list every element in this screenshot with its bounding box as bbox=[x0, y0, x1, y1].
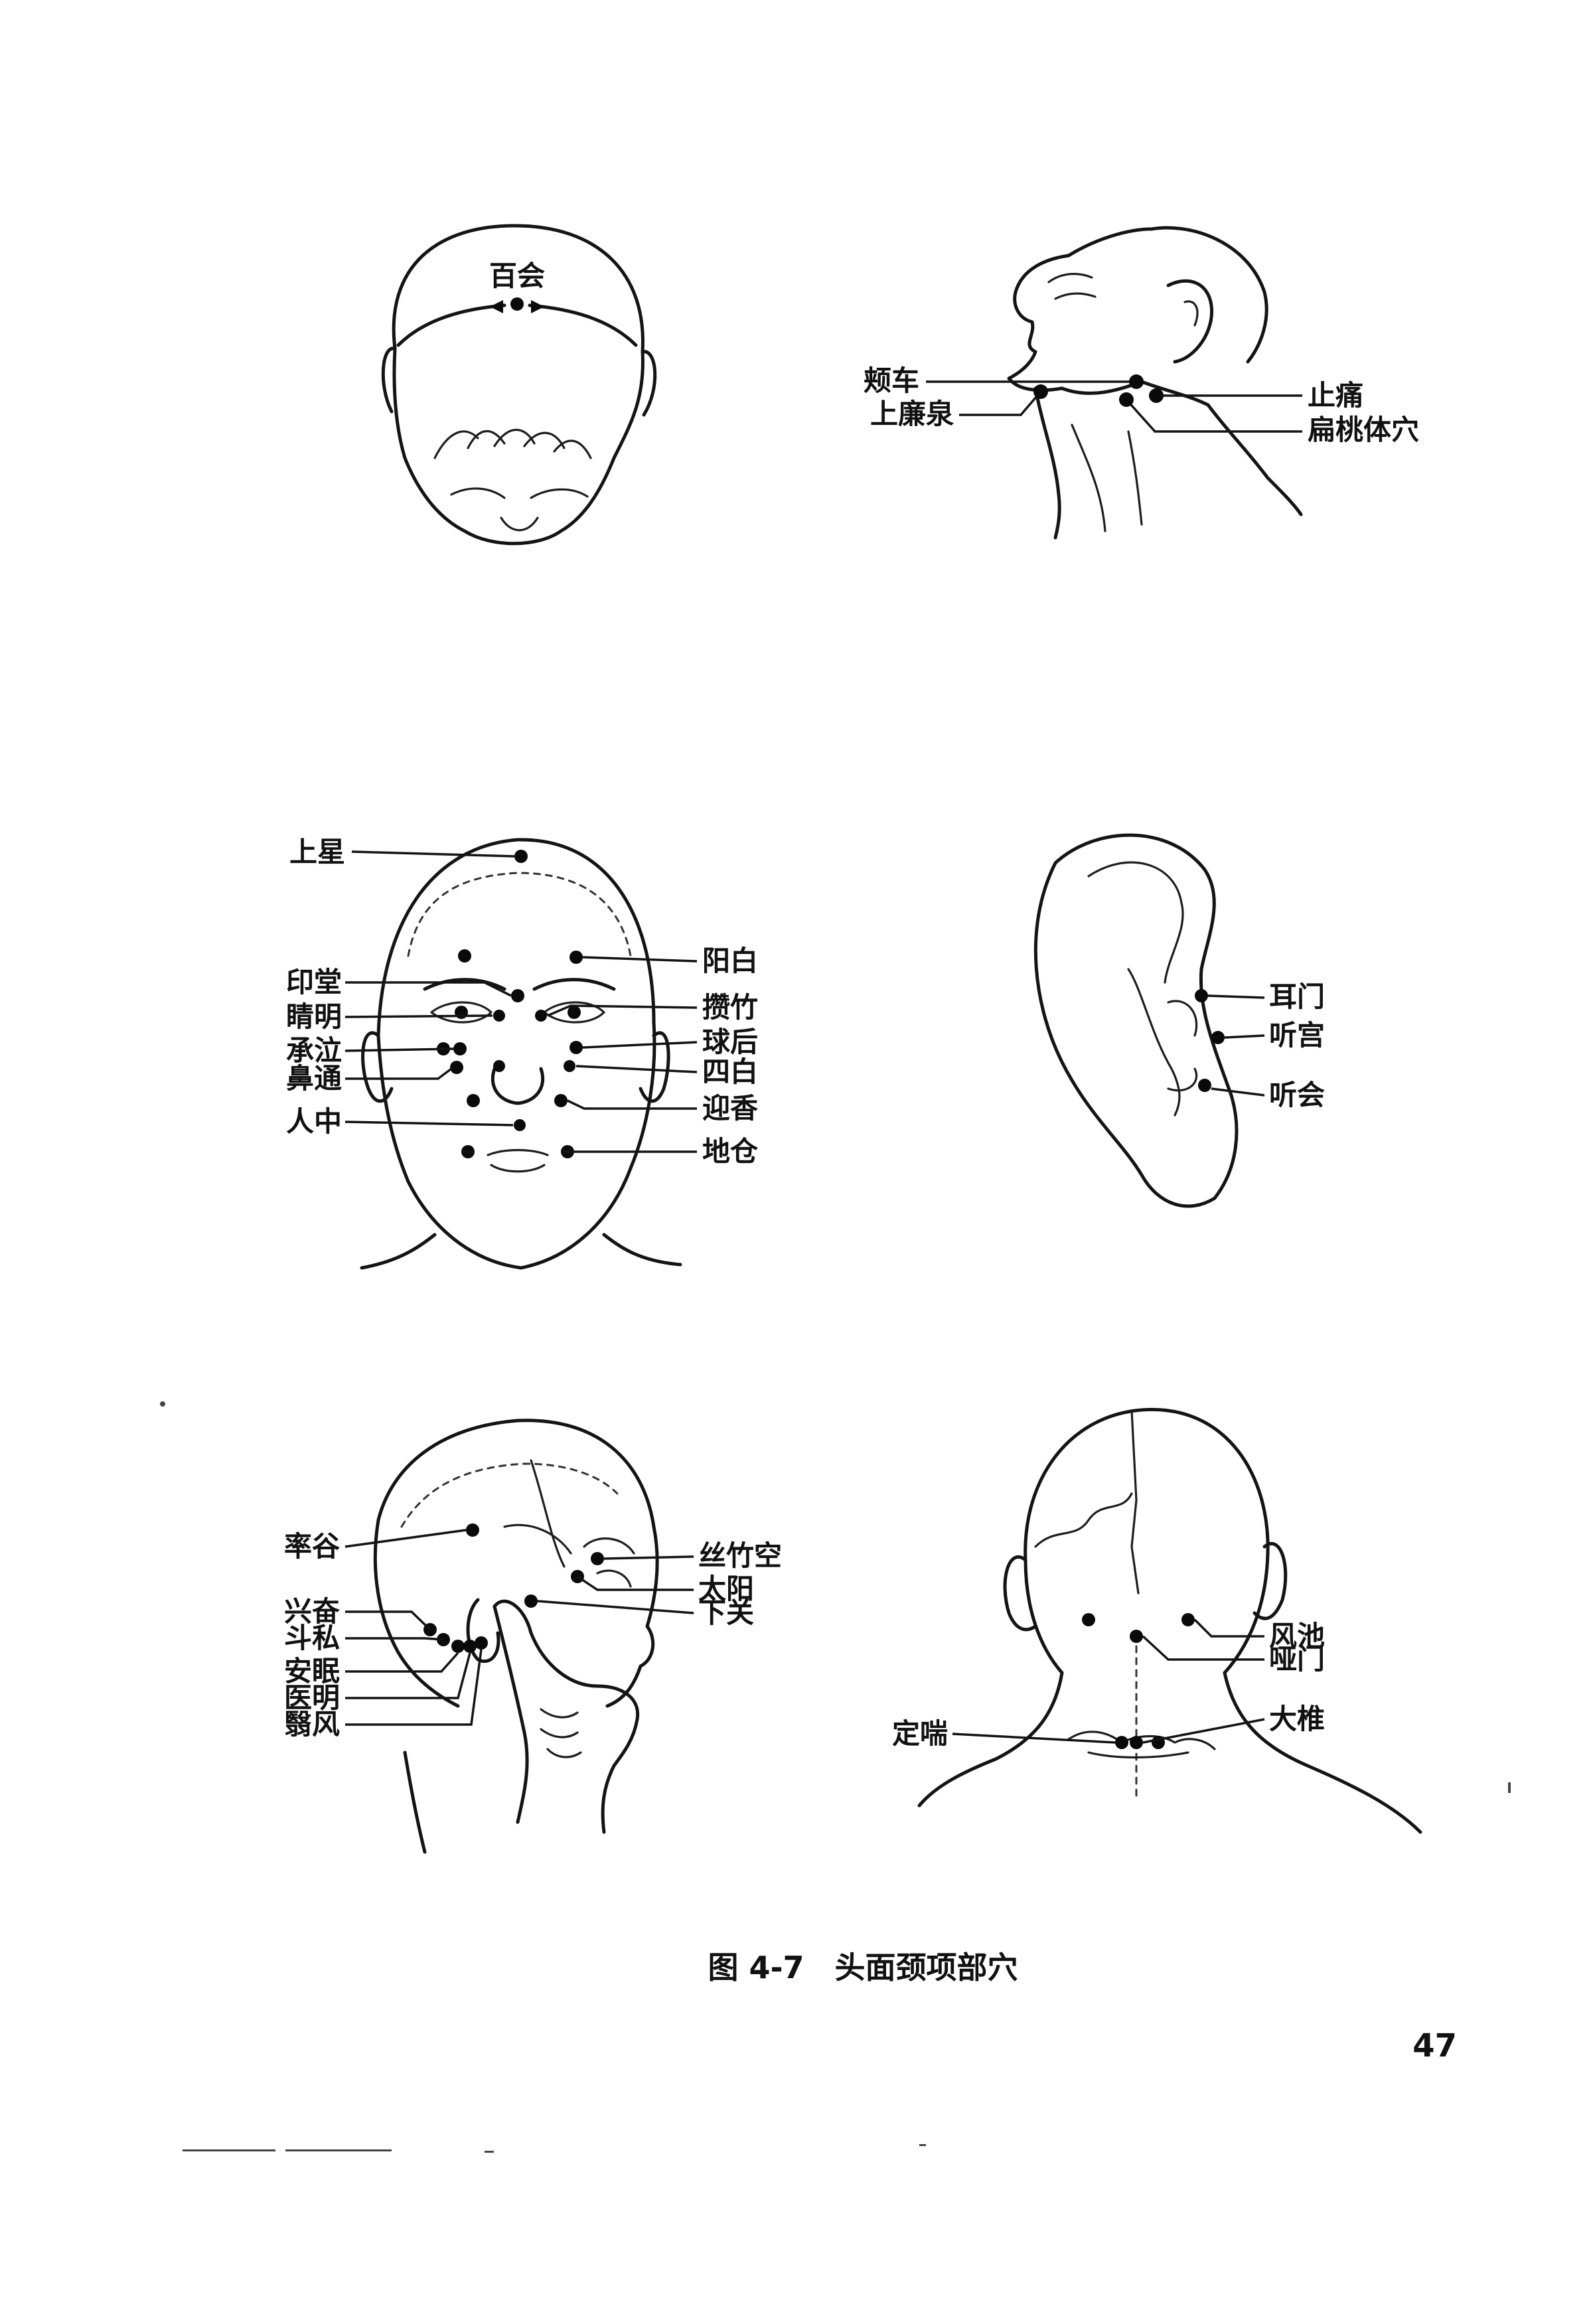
baihui-point bbox=[510, 297, 524, 311]
fengchi-point bbox=[1181, 1613, 1195, 1626]
zhitong-point bbox=[1149, 388, 1164, 403]
yamen-point bbox=[1130, 1630, 1143, 1643]
zhitong-label: 止痛 bbox=[1308, 379, 1363, 412]
zanzhu-point bbox=[535, 1010, 547, 1022]
fengchi-label: 风池 bbox=[1269, 1620, 1325, 1652]
qiuhou-label: 球后 bbox=[702, 1026, 758, 1058]
biantaotixue-point bbox=[1119, 392, 1134, 407]
tinghui-point bbox=[1198, 1079, 1211, 1092]
side-head-view-panel: 率谷 兴奋 斗私 安眠 医明 翳风 丝竹空 太阳 下关 bbox=[284, 1419, 782, 1854]
dazhui-point bbox=[1130, 1736, 1143, 1749]
face-view-panel: 上星 印堂 睛明 承泣 鼻通 人中 阳白 攒竹 球后 四白 迎香 地仓 bbox=[286, 836, 759, 1270]
xingfen-label: 兴奋 bbox=[284, 1595, 340, 1628]
sibai-left-point bbox=[493, 1060, 505, 1072]
xiaguan-label: 下关 bbox=[698, 1596, 754, 1629]
yamen-label: 哑门 bbox=[1269, 1643, 1325, 1675]
dousi-label: 斗私 bbox=[284, 1622, 340, 1654]
shuaigu-label: 率谷 bbox=[284, 1530, 340, 1563]
yangbai-label: 阳白 bbox=[702, 945, 758, 977]
dazhui-label: 大椎 bbox=[1269, 1703, 1325, 1735]
neck-view-panel: 颊车 上廉泉 止痛 扁桃体穴 bbox=[864, 226, 1419, 540]
jiache-label: 颊车 bbox=[864, 364, 919, 397]
xiaguan-point bbox=[524, 1594, 538, 1608]
sibai-point bbox=[564, 1060, 575, 1072]
bitong-label: 鼻通 bbox=[286, 1062, 342, 1095]
baihui-label: 百会 bbox=[489, 260, 545, 292]
zanzhu-label: 攒竹 bbox=[702, 991, 758, 1024]
yiming-label: 医明 bbox=[284, 1681, 340, 1714]
taiyang-label: 太阳 bbox=[698, 1573, 754, 1605]
ermen-point bbox=[1195, 989, 1208, 1002]
tinggong-point bbox=[1211, 1031, 1225, 1044]
yifeng-point bbox=[475, 1636, 488, 1650]
yintang-label: 印堂 bbox=[286, 966, 342, 998]
renzhong-point bbox=[514, 1119, 526, 1131]
jingming-label: 睛明 bbox=[286, 1000, 342, 1033]
ear-view-panel: 耳门 听宫 听会 bbox=[1033, 833, 1325, 1208]
tinggong-label: 听宫 bbox=[1269, 1019, 1325, 1051]
yiming-point bbox=[463, 1640, 477, 1653]
chengqi-label: 承泣 bbox=[286, 1034, 342, 1067]
shangxing-label: 上星 bbox=[289, 836, 345, 868]
page-number: 47 bbox=[1412, 2027, 1457, 2064]
jiache-point bbox=[1129, 374, 1144, 389]
renzhong-label: 人中 bbox=[286, 1105, 342, 1138]
chengqi-point bbox=[453, 1042, 467, 1055]
jingming-point bbox=[493, 1010, 505, 1022]
shangxing-point bbox=[514, 850, 528, 863]
dingchuan-left-point bbox=[1115, 1736, 1128, 1749]
yingxiang-point bbox=[554, 1094, 568, 1107]
crown-view-panel: 百会 bbox=[381, 224, 657, 546]
back-head-view-panel: 风池 哑门 大椎 定喘 bbox=[892, 1407, 1422, 1834]
yifeng-label: 翳风 bbox=[284, 1708, 340, 1741]
yangbai-left-point bbox=[458, 949, 471, 963]
dicang-label: 地仓 bbox=[702, 1135, 759, 1168]
ermen-label: 耳门 bbox=[1269, 980, 1325, 1013]
figure-caption: 图 4-7 头面颈项部穴 bbox=[708, 1950, 1018, 1985]
shanglianquan-point bbox=[1033, 384, 1048, 399]
sibai-label: 四白 bbox=[702, 1055, 758, 1088]
shuaigu-point bbox=[466, 1523, 479, 1537]
sizhukong-label: 丝竹空 bbox=[698, 1539, 782, 1572]
yintang-point bbox=[511, 989, 524, 1002]
bitong-point bbox=[450, 1061, 463, 1074]
tinghui-label: 听会 bbox=[1269, 1079, 1325, 1111]
yingxiang-label: 迎香 bbox=[702, 1092, 758, 1124]
fengchi-left-point bbox=[1082, 1613, 1095, 1626]
biantaotixue-label: 扁桃体穴 bbox=[1308, 414, 1419, 446]
anmian-point bbox=[451, 1640, 465, 1653]
anmian-label: 安眠 bbox=[284, 1655, 340, 1687]
yangbai-point bbox=[569, 951, 583, 964]
yingxiang-left-point bbox=[467, 1094, 480, 1107]
sizhukong-point bbox=[591, 1552, 604, 1565]
dingchuan-label: 定喘 bbox=[892, 1717, 948, 1750]
qiuhou-point bbox=[569, 1041, 583, 1054]
scan-specks bbox=[160, 1401, 1511, 2153]
shanglianquan-label: 上廉泉 bbox=[870, 398, 954, 430]
